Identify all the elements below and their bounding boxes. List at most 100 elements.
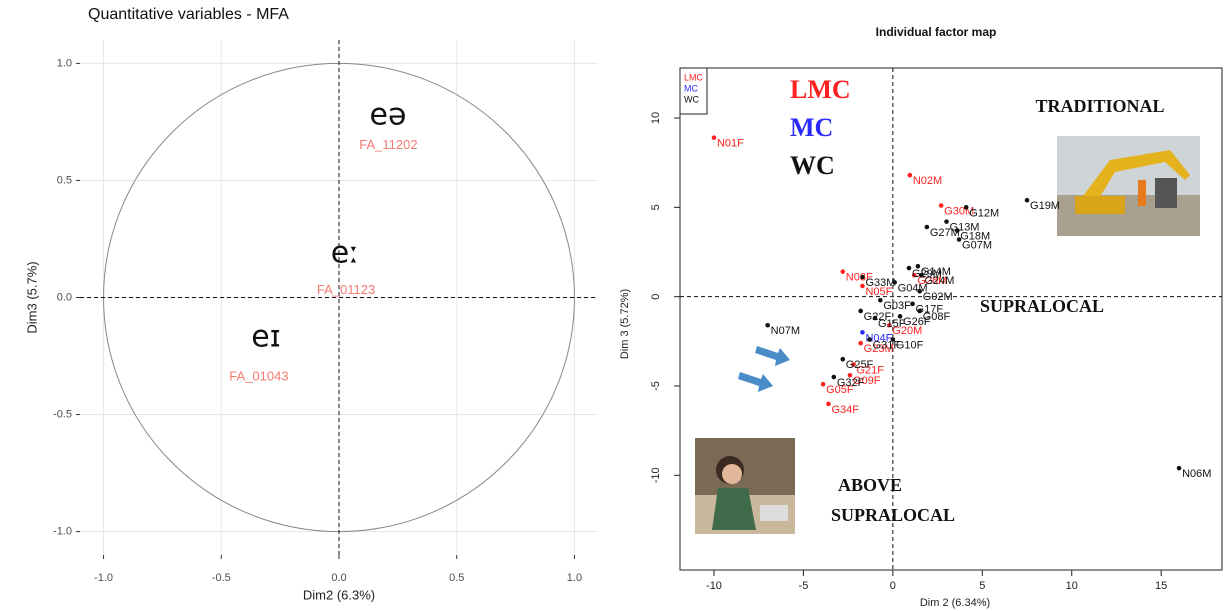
annotation: SUPRALOCAL <box>980 296 1104 316</box>
point <box>886 322 892 328</box>
point <box>917 308 922 314</box>
annotation: SUPRALOCAL <box>831 505 955 525</box>
annotation: ABOVE <box>838 475 902 495</box>
point <box>826 401 831 407</box>
photo-traditional <box>1057 136 1200 236</box>
point-label: G34F <box>831 404 859 416</box>
point <box>912 272 917 278</box>
point <box>915 263 921 269</box>
point-label: N04F <box>865 332 892 344</box>
x-axis-label: Dim 2 (6.34%) <box>920 597 990 609</box>
point <box>1176 465 1182 471</box>
point <box>867 337 872 342</box>
x-axis-label: Dim2 (6.3%) <box>303 587 375 602</box>
annotation: TRADITIONAL <box>1035 96 1164 116</box>
point <box>711 135 717 140</box>
point-label: G07M <box>962 239 992 251</box>
point <box>851 362 856 367</box>
point <box>831 374 837 380</box>
y-tick-label: 0.0 <box>57 291 72 303</box>
x-tick-label: 0.0 <box>331 572 346 584</box>
x-tick-label: 0 <box>890 580 896 592</box>
point-label: G26F <box>903 316 931 328</box>
annotation: eɪ <box>251 320 281 355</box>
point-label: G12M <box>969 207 999 219</box>
chart-title: Individual factor map <box>876 25 997 39</box>
y-tick-label: 10 <box>650 112 662 124</box>
point-label: G15F <box>878 318 906 330</box>
y-tick-label: -0.5 <box>53 408 72 420</box>
group-heading: WC <box>790 151 835 180</box>
point-label: G22F <box>864 311 892 323</box>
point-label: N03F <box>846 272 873 284</box>
point <box>954 228 960 233</box>
y-axis-label: Dim 3 (5.72%) <box>619 289 631 359</box>
y-axis-label: Dim3 (5.7%) <box>24 261 39 333</box>
point <box>919 272 924 278</box>
x-tick-label: -0.5 <box>212 572 231 584</box>
arrows <box>738 346 790 392</box>
point <box>872 315 878 321</box>
point-label: G25F <box>846 359 874 371</box>
point-label: N06M <box>1182 468 1211 480</box>
x-tick-label: -5 <box>799 580 809 592</box>
point-label: N07M <box>771 325 800 337</box>
point <box>956 237 962 242</box>
annotation: eː <box>331 236 360 271</box>
point-label: G23M <box>864 343 894 355</box>
point-label: G19M <box>1030 200 1060 212</box>
group-heading: LMC <box>790 75 851 104</box>
point <box>820 381 826 387</box>
chart: Quantitative variables - MFA Dim2 (6.3%) D… <box>24 6 598 602</box>
point <box>858 308 863 314</box>
point-label: G05F <box>826 384 854 396</box>
point <box>906 265 912 271</box>
variable-label: FA_01123 <box>317 282 375 297</box>
point <box>765 322 770 328</box>
y-tick-label: 0.5 <box>57 174 72 186</box>
y-tick-label: 0 <box>650 294 662 300</box>
x-tick-label: -10 <box>706 580 722 592</box>
point <box>924 224 930 230</box>
variable-label: FA_11202 <box>359 137 417 152</box>
point-label: N05F <box>865 286 892 298</box>
point <box>860 274 865 280</box>
point-label: N01F <box>717 138 744 150</box>
point <box>890 337 896 342</box>
point-label: G21F <box>857 364 885 376</box>
point-label: G09F <box>853 375 881 387</box>
point <box>860 330 865 335</box>
y-tick-label: -10 <box>650 467 662 483</box>
point-label: G20M <box>892 325 922 337</box>
point <box>840 269 846 274</box>
point-label: G17F <box>916 304 944 316</box>
point-label: G08F <box>923 311 951 323</box>
chart: Individual factor map Dim 2 (6.34%) Dim 3 … <box>619 25 1223 609</box>
point-label: G33M <box>865 277 895 289</box>
x-tick-label: 15 <box>1155 580 1167 592</box>
legend-box <box>679 67 708 115</box>
point <box>1024 197 1030 203</box>
point <box>840 356 846 362</box>
point <box>938 203 944 208</box>
point <box>878 297 883 303</box>
point-label: G02M <box>923 291 953 303</box>
y-tick-label: 5 <box>650 204 662 210</box>
point <box>963 205 969 210</box>
annotation: eə <box>370 98 407 133</box>
legend-label: WC <box>684 94 699 104</box>
x-tick-label: 0.5 <box>449 572 464 584</box>
variable-label: FA_01043 <box>229 369 288 384</box>
point <box>847 372 853 378</box>
x-tick-label: 1.0 <box>567 572 582 584</box>
y-tick-label: -1.0 <box>53 525 72 537</box>
point <box>944 219 949 224</box>
point <box>858 340 863 346</box>
x-tick-label: 10 <box>1066 580 1078 592</box>
point-label: G24M <box>924 275 954 287</box>
y-tick-label: -5 <box>650 381 662 391</box>
point-label: G14M <box>921 266 951 278</box>
chart-title: Quantitative variables - MFA <box>88 6 289 23</box>
